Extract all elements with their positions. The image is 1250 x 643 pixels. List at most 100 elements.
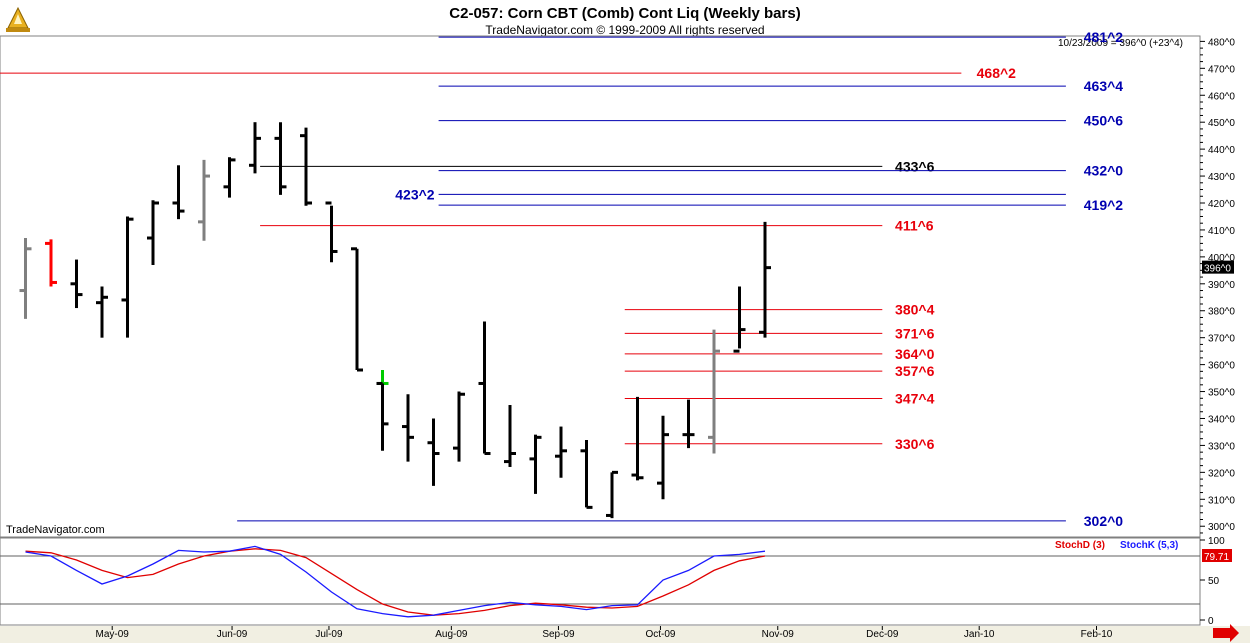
ohlc-bar: [325, 201, 338, 263]
level-label: 419^2: [1084, 197, 1124, 213]
price-tick-label: 360^0: [1208, 361, 1235, 372]
price-tick-label: 350^0: [1208, 388, 1235, 399]
date-tick-label: Jun-09: [217, 629, 248, 640]
ohlc-bar: [478, 321, 491, 455]
ohlc-bar: [147, 200, 159, 265]
levels-layer: 468^2 463^4 450^6 433^6 432^0 423^2 419^2 411^6…: [0, 29, 1123, 529]
price-tick-label: 460^0: [1208, 91, 1235, 102]
chart-title: C2-057: Corn CBT (Comb) Cont Liq (Weekly…: [449, 5, 800, 22]
ohlc-bar: [657, 415, 669, 500]
level-label: 364^0: [895, 346, 935, 362]
ohlc-bar: [733, 286, 746, 353]
ohlc-bar: [682, 399, 695, 449]
ohlc-bar: [759, 221, 771, 338]
chart-subtitle: TradeNavigator.com © 1999-2009 All right…: [485, 23, 764, 37]
level-label: 432^0: [1084, 163, 1124, 179]
ohlc-bar: [19, 238, 32, 319]
stochastic-panel: 0 50 100 79.71 StochD (3) StochK (5,3): [0, 536, 1232, 627]
ohlc-bars-layer: [19, 122, 771, 519]
price-tick-label: 430^0: [1208, 172, 1235, 183]
date-tick-label: Jan-10: [964, 629, 995, 640]
ohlc-bar: [427, 418, 440, 486]
date-tick-label: Sep-09: [542, 629, 575, 640]
price-tick-label: 470^0: [1208, 64, 1235, 75]
price-tick-label: 380^0: [1208, 307, 1235, 318]
stoch-d-line: [25, 548, 766, 616]
level-label: 450^6: [1084, 113, 1124, 129]
price-tick-label: 340^0: [1208, 414, 1235, 425]
ohlc-bar: [529, 434, 542, 494]
date-tick-label: Nov-09: [762, 629, 795, 640]
ohlc-bar: [504, 405, 516, 467]
stochastic-tick-label: 100: [1208, 536, 1225, 547]
level-label: 411^6: [895, 218, 934, 234]
price-tick-label: 370^0: [1208, 334, 1235, 345]
price-tick-label: 410^0: [1208, 226, 1235, 237]
level-label: 347^4: [895, 391, 935, 407]
stochastic-panel-frame: [0, 537, 1201, 626]
ohlc-bar: [376, 381, 389, 451]
ohlc-bar: [402, 394, 414, 462]
ohlc-bar: [300, 127, 312, 206]
date-tick-label: Dec-09: [866, 629, 899, 640]
date-tick-label: Aug-09: [435, 629, 468, 640]
stochastic-axis: 0 50 100 79.71: [1200, 536, 1232, 627]
level-label: 330^6: [895, 436, 935, 452]
ohlc-bar: [249, 122, 261, 174]
date-axis-strip: [0, 626, 1250, 643]
date-tick-label: Feb-10: [1081, 629, 1113, 640]
stoch-k-legend: StochK (5,3): [1120, 540, 1178, 551]
price-panel-frame: [0, 35, 1201, 538]
level-label: 463^4: [1084, 78, 1124, 94]
trade-navigator-logo-icon: [6, 6, 30, 32]
ohlc-bar: [121, 216, 134, 338]
price-tick-label: 330^0: [1208, 441, 1235, 452]
ohlc-bar: [198, 159, 210, 241]
level-label: 433^6: [895, 158, 935, 174]
ohlc-bar: [580, 440, 593, 509]
price-tick-label: 300^0: [1208, 522, 1235, 533]
stoch-k-line: [25, 545, 766, 618]
last-price-label: 396^0: [1204, 264, 1231, 275]
ohlc-bar: [172, 165, 185, 220]
ohlc-bar: [96, 286, 108, 338]
level-label: 302^0: [1084, 513, 1124, 529]
level-label: 380^4: [895, 302, 935, 318]
stochastic-lines-layer: [0, 545, 1200, 618]
stochastic-last-value: 79.71: [1204, 552, 1229, 563]
date-tick-label: May-09: [96, 629, 130, 640]
level-label: 468^2: [977, 65, 1017, 81]
price-panel: 468^2 463^4 450^6 433^6 432^0 423^2 419^2 411^6…: [0, 29, 1235, 538]
level-label: 423^2: [395, 186, 435, 202]
price-tick-label: 400^0: [1208, 253, 1235, 264]
price-tick-label: 310^0: [1208, 495, 1235, 506]
stochastic-tick-label: 0: [1208, 616, 1214, 627]
watermark-text: TradeNavigator.com: [6, 524, 105, 536]
stoch-d-legend: StochD (3): [1055, 540, 1105, 551]
date-tick-label: Jul-09: [315, 629, 343, 640]
level-label: 357^6: [895, 363, 935, 379]
ohlc-bar: [70, 259, 83, 309]
price-tick-label: 420^0: [1208, 199, 1235, 210]
ohlc-bar: [708, 329, 720, 454]
price-tick-label: 450^0: [1208, 118, 1235, 129]
price-tick-label: 440^0: [1208, 145, 1235, 156]
level-label: 371^6: [895, 325, 935, 341]
price-tick-label: 480^0: [1208, 37, 1235, 48]
price-tick-label: 390^0: [1208, 280, 1235, 291]
right-arrow-icon[interactable]: [1213, 624, 1239, 642]
ohlc-bar: [223, 157, 236, 198]
stochastic-last-value-box: [1202, 549, 1232, 562]
price-axis: 480^0 470^0 460^0 450^0 440^0 430^0 420^0 410^0…: [1200, 37, 1235, 534]
ohlc-bar: [606, 470, 618, 519]
ohlc-bar: [555, 426, 567, 478]
ohlc-bar: [453, 391, 465, 462]
ohlc-bar: [45, 239, 57, 287]
price-tick-label: 320^0: [1208, 468, 1235, 479]
last-price-box: [1202, 260, 1234, 274]
ohlc-bar: [274, 122, 287, 195]
level-label: 481^2: [1084, 29, 1124, 45]
ohlc-bar: [631, 396, 644, 481]
